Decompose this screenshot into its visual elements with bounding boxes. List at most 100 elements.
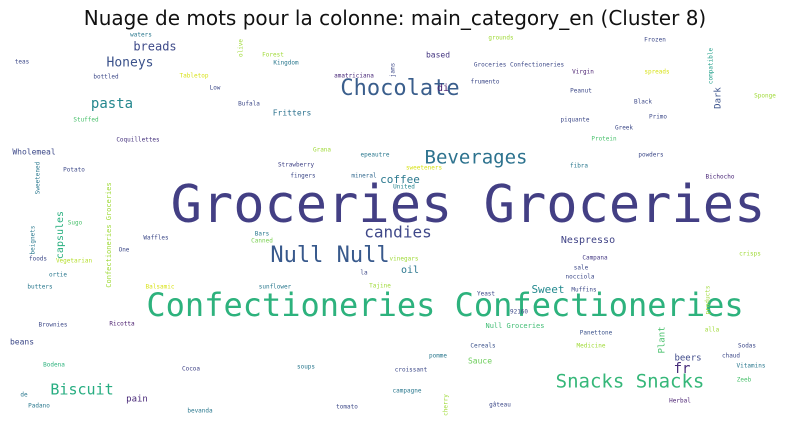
word-potato: Potato bbox=[63, 167, 85, 174]
word-butters: butters bbox=[27, 284, 53, 291]
word-compatible: compatible bbox=[708, 48, 715, 85]
word-fritters: Fritters bbox=[273, 109, 312, 118]
word-products: products bbox=[705, 285, 712, 314]
word-beverages: Beverages bbox=[425, 147, 528, 169]
word-forest: Forest bbox=[262, 52, 284, 59]
word-sugo: Sugo bbox=[68, 220, 83, 227]
word-pasta: pasta bbox=[91, 96, 133, 112]
word-grana: Grana bbox=[313, 147, 331, 154]
word-sodas: Sodas bbox=[738, 343, 756, 350]
word-groceries-confectioneries: Groceries Confectioneries bbox=[474, 62, 565, 69]
word-capsules: capsules bbox=[55, 211, 66, 259]
word-la: la bbox=[360, 270, 368, 277]
word-breads: breads bbox=[133, 40, 176, 54]
word-bichocho: Bichocho bbox=[706, 174, 735, 181]
word-cherry: cherry bbox=[443, 394, 450, 416]
word-campana: Campana bbox=[582, 255, 608, 262]
word-92160: 92160 bbox=[510, 309, 528, 316]
word-brownies: Brownies bbox=[39, 322, 68, 329]
word-canned: Canned bbox=[251, 238, 273, 245]
word-zeeb: Zeeb bbox=[737, 377, 752, 384]
word-beans: beans bbox=[10, 338, 34, 347]
word-black: Black bbox=[634, 99, 652, 106]
word-bottled: bottled bbox=[93, 74, 119, 81]
word-powders: powders bbox=[638, 152, 664, 159]
word-grounds: grounds bbox=[488, 35, 514, 42]
word-yeast: Yeast bbox=[477, 291, 495, 298]
word-tabletop: Tabletop bbox=[180, 73, 209, 80]
word-biscuit: Biscuit bbox=[50, 381, 113, 399]
word-confectioneries-groceries: Confectioneries Groceries bbox=[105, 182, 113, 287]
word-groceries-groceries: Groceries Groceries bbox=[171, 175, 766, 235]
word-confectioneries-confectioneries: Confectioneries Confectioneries bbox=[146, 286, 743, 324]
word-panettone: Panettone bbox=[580, 330, 613, 337]
word-croissant: croissant bbox=[395, 367, 428, 374]
word-oil: oil bbox=[401, 265, 419, 276]
word-crisps: crisps bbox=[739, 251, 761, 258]
word-primo: Primo bbox=[649, 114, 667, 121]
word-sauce: Sauce bbox=[468, 357, 492, 366]
word-coquillettes: Coquillettes bbox=[116, 137, 160, 144]
word-fibra: fibra bbox=[570, 163, 588, 170]
word-virgin: Virgin bbox=[572, 69, 594, 76]
word-peanut: Peanut bbox=[570, 88, 592, 95]
word-wholemeal: Wholemeal bbox=[12, 148, 56, 157]
word-ortie: ortie bbox=[49, 272, 67, 279]
word-herbal: Herbal bbox=[669, 398, 691, 405]
word-ricotta: Ricotta bbox=[109, 321, 135, 328]
word-based: based bbox=[426, 51, 450, 60]
word-null-null: Null Null bbox=[270, 243, 389, 268]
word-teas: teas bbox=[15, 59, 30, 66]
word-candies: candies bbox=[364, 223, 431, 242]
word-vinegars: vinegars bbox=[390, 256, 419, 263]
word-campagne: campagne bbox=[393, 388, 422, 395]
word-stuffed: Stuffed bbox=[73, 117, 99, 124]
word-sponge: Sponge bbox=[754, 93, 776, 100]
word-bufala: Bufala bbox=[238, 101, 260, 108]
word-amatriciana: amatriciana bbox=[334, 73, 374, 80]
word-vegetarian: Vegetarian bbox=[56, 258, 93, 265]
word-sweeteners: sweeteners bbox=[406, 165, 443, 172]
word-vitamins: Vitamins bbox=[737, 363, 766, 370]
word-protein: Protein bbox=[591, 136, 617, 143]
word-tomato: tomato bbox=[336, 404, 358, 411]
word-low: Low bbox=[210, 85, 221, 92]
word-muffins: Muffins bbox=[571, 287, 597, 294]
word-medicine: Medicine bbox=[577, 343, 606, 350]
word-piquante: piquante bbox=[561, 117, 590, 124]
word-sunflower: sunflower bbox=[259, 284, 292, 291]
word-waffles: Waffles bbox=[143, 235, 169, 242]
word-sweetened: Sweetened bbox=[35, 161, 42, 194]
word-bars: Bars bbox=[255, 231, 270, 238]
word-alla: alla bbox=[705, 327, 720, 334]
word-fingers: fingers bbox=[290, 173, 316, 180]
word-cereals: Cereals bbox=[470, 343, 496, 350]
word-dark: Dark bbox=[714, 87, 724, 109]
word-united: United bbox=[393, 184, 415, 191]
word-bevanda: bevanda bbox=[187, 408, 213, 415]
word-fr: fr bbox=[674, 361, 691, 377]
word-di: di bbox=[437, 83, 449, 94]
word-kingdom: Kingdom bbox=[273, 60, 299, 67]
chart-title: Nuage de mots pour la colonne: main_cate… bbox=[83, 6, 707, 30]
word-beignets: beignets bbox=[30, 225, 37, 254]
word-foods: foods bbox=[29, 256, 47, 263]
word-sweet: Sweet bbox=[531, 283, 564, 296]
word-plant: Plant bbox=[658, 326, 668, 353]
word-olive: olive bbox=[238, 39, 245, 57]
word-cocoa: Cocoa bbox=[182, 366, 200, 373]
word-padano: Padano bbox=[28, 403, 50, 410]
word-jams: jams bbox=[390, 62, 397, 77]
word-nocciola: nocciola bbox=[566, 274, 595, 281]
word-tajine: Tajine bbox=[369, 283, 391, 290]
word-spreads: spreads bbox=[644, 69, 670, 76]
word-gateau: gâteau bbox=[489, 402, 511, 409]
word-strawberry: Strawberry bbox=[278, 162, 315, 169]
word-waters: waters bbox=[130, 32, 152, 39]
word-pomme: pomme bbox=[429, 353, 447, 360]
word-snacks-snacks: Snacks Snacks bbox=[556, 371, 705, 393]
word-frumento: frumento bbox=[471, 79, 500, 86]
word-one: One bbox=[119, 247, 130, 254]
word-soups: soups bbox=[297, 364, 315, 371]
word-balsamic: Balsamic bbox=[146, 284, 175, 291]
